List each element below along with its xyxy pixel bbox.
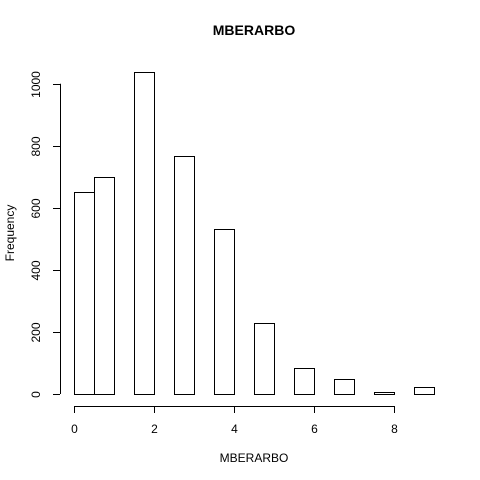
y-tick-label: 600 (29, 198, 43, 218)
histogram-bar-1 (94, 177, 115, 395)
x-tick-label: 8 (391, 422, 398, 436)
histogram-bar-5 (254, 323, 275, 395)
y-tick-label: 0 (29, 391, 43, 398)
histogram-bar-6 (294, 368, 315, 395)
histogram-bar-7 (334, 379, 355, 395)
y-axis: 0 200 400 600 800 1000 (29, 71, 61, 398)
histogram-bar-9 (414, 387, 435, 395)
y-axis-label: Frequency (3, 205, 17, 262)
x-tick-label: 6 (311, 422, 318, 436)
histogram-bar-4 (214, 229, 235, 395)
x-tick-label: 4 (231, 422, 238, 436)
histogram-bar-2 (134, 72, 155, 395)
x-axis: 0 2 4 6 8 (71, 406, 398, 436)
y-tick-label: 800 (29, 136, 43, 156)
y-tick-label: 1000 (29, 71, 43, 98)
bars-group (74, 72, 435, 395)
histogram-bar-3 (174, 156, 195, 395)
x-axis-label: MBERARBO (220, 451, 289, 465)
y-tick-label: 400 (29, 260, 43, 280)
x-tick-label: 2 (151, 422, 158, 436)
chart-title: MBERARBO (213, 22, 296, 38)
histogram-bar-0 (74, 192, 95, 395)
y-tick-label: 200 (29, 322, 43, 342)
histogram-bar-8 (374, 392, 395, 395)
x-tick-label: 0 (71, 422, 78, 436)
